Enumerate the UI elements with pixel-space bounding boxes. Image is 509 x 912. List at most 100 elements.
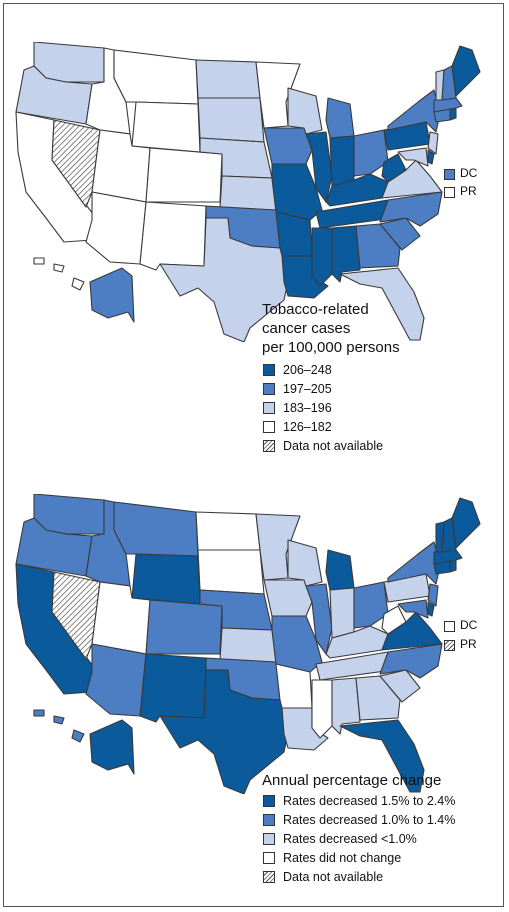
state-wi xyxy=(287,539,323,587)
map-cancer-incidence xyxy=(15,42,481,342)
legend-label: 197–205 xyxy=(283,382,332,396)
state-az xyxy=(85,643,147,717)
state-hi xyxy=(33,709,85,743)
legend-label: Rates did not change xyxy=(283,851,402,865)
state-sd xyxy=(197,97,265,143)
legend-swatch xyxy=(263,833,275,845)
state-ky xyxy=(325,625,389,659)
state-tx xyxy=(159,217,291,342)
map2-legend-item: Rates decreased <1.0% xyxy=(263,831,417,847)
legend-label: Data not available xyxy=(283,870,384,884)
state-de xyxy=(427,601,435,617)
state-sd xyxy=(197,549,265,595)
map2-dc-label: DC xyxy=(460,618,478,632)
legend-label: 183–196 xyxy=(283,401,332,415)
state-nh xyxy=(441,517,457,553)
state-ks xyxy=(219,627,277,663)
legend-label: Rates decreased <1.0% xyxy=(283,832,417,846)
state-mt xyxy=(113,501,199,557)
figure-frame: DC PR Tobacco-related cancer cases per 1… xyxy=(3,3,504,907)
state-wv xyxy=(381,605,407,635)
state-me xyxy=(451,497,481,549)
map2-legend-item: Rates decreased 1.0% to 1.4% xyxy=(263,812,455,828)
state-ny xyxy=(387,541,441,585)
state-ia xyxy=(263,579,313,617)
state-co xyxy=(145,599,223,655)
map1-legend-title: Tobacco-related cancer cases per 100,000… xyxy=(262,300,400,357)
state-ri xyxy=(449,107,457,121)
state-wy xyxy=(131,101,201,153)
state-sc xyxy=(379,669,421,703)
state-nm xyxy=(139,653,207,723)
legend-swatch xyxy=(263,402,275,414)
state-oh xyxy=(353,129,389,177)
map-annual-change xyxy=(15,494,481,794)
state-nv xyxy=(51,119,101,208)
state-mt xyxy=(113,49,199,105)
state-ny xyxy=(387,89,441,133)
map1-legend-item: Data not available xyxy=(263,438,383,454)
state-nj xyxy=(427,131,439,155)
state-ks xyxy=(219,175,277,211)
map2-pr-swatch xyxy=(444,640,455,651)
legend-swatch xyxy=(263,871,275,883)
state-nh xyxy=(441,65,457,101)
state-ky xyxy=(325,173,389,207)
legend-swatch xyxy=(263,852,275,864)
state-az xyxy=(85,191,147,265)
state-ms xyxy=(311,227,333,287)
map1-pr-label: PR xyxy=(460,184,477,198)
map2-dc-swatch xyxy=(444,621,455,632)
map2-pr-label: PR xyxy=(460,637,477,651)
state-mo xyxy=(271,163,323,221)
legend-swatch xyxy=(263,364,275,376)
state-in xyxy=(329,587,355,639)
state-md xyxy=(397,599,429,619)
legend-label: Rates decreased 1.5% to 2.4% xyxy=(283,794,456,808)
legend-label: 126–182 xyxy=(283,420,332,434)
state-wi xyxy=(287,87,323,135)
map1-legend-title-line1: Tobacco-related xyxy=(262,301,369,318)
map1-legend-title-line2: cancer cases xyxy=(262,320,351,337)
map2-legend-title: Annual percentage change xyxy=(262,772,442,789)
legend-swatch xyxy=(263,421,275,433)
state-de xyxy=(427,149,435,165)
map1-legend-item: 206–248 xyxy=(263,362,332,378)
map2-legend-item: Rates did not change xyxy=(263,850,401,866)
legend-label: Rates decreased 1.0% to 1.4% xyxy=(283,813,456,827)
legend-swatch xyxy=(263,383,275,395)
state-wy xyxy=(131,553,201,605)
state-oh xyxy=(353,581,389,629)
legend-label: Data not available xyxy=(283,439,384,453)
map1-legend-item: 183–196 xyxy=(263,400,332,416)
map2-legend-item: Data not available xyxy=(263,869,383,885)
state-nd xyxy=(195,59,261,99)
state-nj xyxy=(427,583,439,607)
state-ia xyxy=(263,127,313,165)
map2-legend-item: Rates decreased 1.5% to 2.4% xyxy=(263,793,455,809)
state-ak xyxy=(89,267,135,323)
state-fl xyxy=(339,267,425,341)
legend-swatch xyxy=(263,440,275,452)
map1-legend-title-line3: per 100,000 persons xyxy=(262,339,400,356)
state-mi xyxy=(325,549,355,591)
state-co xyxy=(145,147,223,203)
state-nv xyxy=(51,571,101,660)
map1-dc-label: DC xyxy=(460,166,478,180)
state-me xyxy=(451,45,481,97)
map1-legend-item: 197–205 xyxy=(263,381,332,397)
state-mo xyxy=(271,615,323,673)
state-nm xyxy=(139,201,207,271)
state-ak xyxy=(89,719,135,775)
state-wv xyxy=(381,153,407,183)
map1-legend-item: 126–182 xyxy=(263,419,332,435)
state-tx xyxy=(159,669,291,794)
state-sc xyxy=(379,217,421,251)
state-nd xyxy=(195,511,261,551)
legend-swatch xyxy=(263,814,275,826)
state-md xyxy=(397,147,429,167)
state-in xyxy=(329,135,355,187)
state-fl xyxy=(339,719,425,793)
map1-pr-swatch xyxy=(444,187,455,198)
legend-swatch xyxy=(263,795,275,807)
